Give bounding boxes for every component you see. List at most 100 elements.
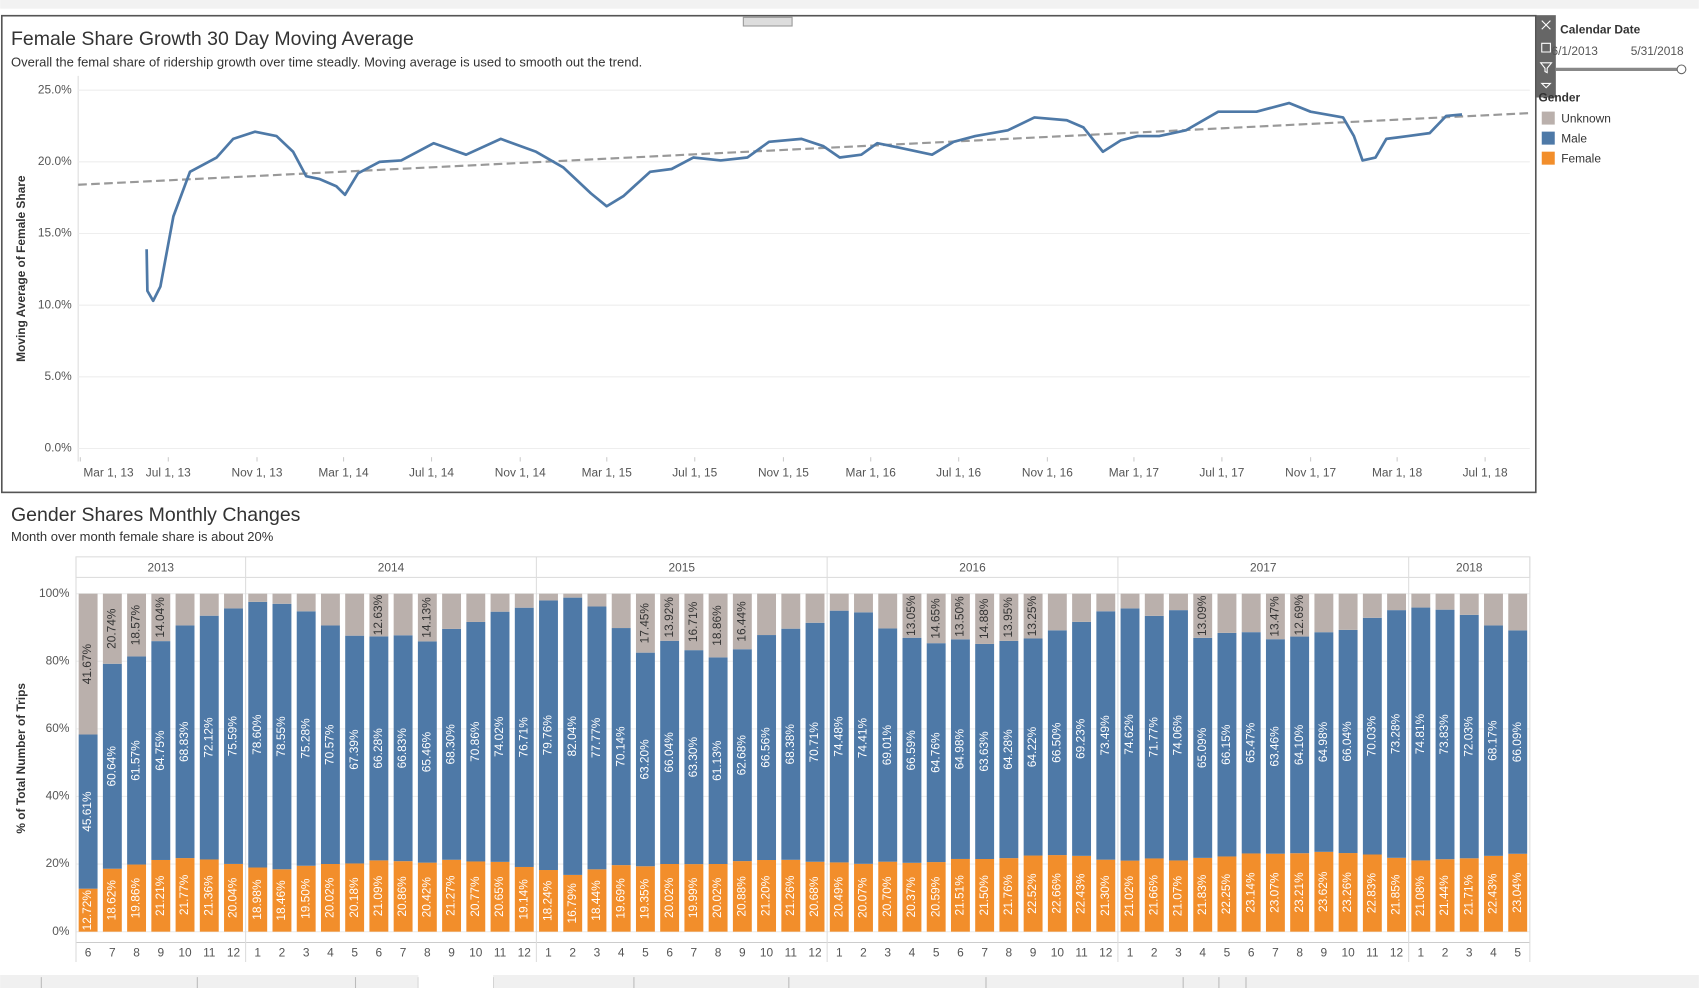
x-tick-label: 8 [715, 945, 722, 959]
x-tick-label: 5 [1514, 945, 1521, 959]
bar-segment [1290, 636, 1310, 854]
value-label: 21.20% [759, 875, 773, 916]
value-label: 23.62% [1316, 871, 1330, 912]
bar-segment [539, 600, 558, 871]
y-axis-label: Moving Average of Female Share [14, 175, 28, 362]
x-tick-label: Nov 1, 13 [232, 466, 283, 480]
y-tick-label: 40% [46, 789, 70, 803]
bar-segment [1096, 859, 1116, 932]
x-tick-label: 3 [1466, 945, 1473, 959]
bar-segment [514, 593, 534, 608]
bar-segment [1411, 607, 1431, 861]
x-tick-label: 2 [279, 945, 286, 959]
value-label: 21.44% [1437, 875, 1451, 916]
value-label: 18.57% [129, 604, 143, 645]
value-label: 20.07% [856, 877, 870, 918]
bar-segment [345, 593, 365, 636]
slider-handle[interactable] [1676, 64, 1687, 75]
bar-segment [102, 663, 122, 869]
bar-segment [854, 593, 873, 613]
bar-segment [660, 640, 680, 864]
bar-segment [1047, 593, 1067, 631]
x-tick-label: 10 [1341, 945, 1355, 959]
y-tick-label: 60% [46, 721, 70, 735]
bar-segment [199, 859, 219, 932]
bar-segment [272, 593, 292, 604]
bar-segment [732, 649, 752, 862]
value-label: 23.26% [1340, 872, 1354, 913]
value-label: 62.68% [734, 735, 748, 776]
bar-segment [1023, 855, 1043, 932]
value-label: 74.06% [1171, 715, 1185, 756]
bar-segment [1072, 855, 1092, 932]
bar-segment [854, 863, 873, 932]
bar-segment [708, 863, 728, 932]
bar-segment [490, 593, 510, 612]
x-tick-label: Jul 1, 15 [672, 466, 717, 480]
x-tick-label: Jul 1, 17 [1199, 466, 1244, 480]
x-tick-label: Jul 1, 18 [1463, 466, 1508, 480]
year-label: 2016 [959, 560, 986, 574]
selected-zone-border [0, 14, 1537, 494]
zone-toolbar[interactable] [1536, 15, 1556, 98]
bar-segment [587, 606, 607, 870]
bar-segment [102, 868, 122, 932]
bar-segment [1120, 593, 1140, 609]
value-label: 21.71% [1461, 874, 1475, 915]
value-label: 17.45% [638, 603, 652, 644]
value-label: 13.25% [1025, 595, 1039, 636]
x-tick-label: Nov 1, 15 [758, 466, 809, 480]
bar-segment [975, 858, 995, 932]
x-tick-label: 6 [376, 945, 383, 959]
x-tick-label: 2 [569, 945, 576, 959]
value-label: 13.09% [1195, 595, 1209, 636]
x-tick-label: 8 [1296, 945, 1303, 959]
bar-segment [369, 860, 389, 932]
value-label: 73.28% [1389, 713, 1403, 754]
value-label: 21.83% [1195, 874, 1209, 915]
bar-segment [999, 858, 1019, 932]
x-tick-label: 4 [909, 945, 916, 959]
bar-segment [1096, 611, 1116, 860]
bar-segment [393, 861, 413, 932]
bar-segment [369, 593, 389, 637]
x-tick-label: 10 [1051, 945, 1065, 959]
bar-segment [127, 864, 147, 932]
bar-segment [345, 863, 365, 932]
sheet-tabs [0, 975, 1699, 988]
bar-segment [1338, 593, 1358, 630]
bar-segment [950, 858, 970, 932]
x-tick-label: 4 [1199, 945, 1206, 959]
bar-segment [151, 593, 171, 642]
legend-label: Unknown [1561, 111, 1611, 125]
bar-segment [1193, 857, 1213, 932]
x-tick-label: 12 [808, 945, 822, 959]
active-tab[interactable] [418, 975, 494, 988]
bar-segment [829, 862, 849, 932]
bar-segment [878, 628, 898, 862]
x-tick-label: 10 [178, 945, 192, 959]
value-label: 65.09% [1195, 727, 1209, 768]
x-tick-label: 2 [1442, 945, 1449, 959]
value-label: 20.70% [880, 876, 894, 917]
value-label: 22.66% [1049, 873, 1063, 914]
x-tick-label: 7 [691, 945, 698, 959]
value-label: 22.43% [1074, 873, 1088, 914]
bar-segment [1484, 593, 1503, 626]
bar-segment [1072, 593, 1092, 622]
y-tick-label: 5.0% [45, 369, 73, 383]
bar-segment [1484, 625, 1503, 856]
bar-segment [1193, 593, 1213, 638]
year-label: 2018 [1456, 560, 1483, 574]
bar-segment [781, 628, 801, 860]
bar-segment [490, 611, 510, 862]
x-tick-label: Nov 1, 14 [495, 466, 546, 480]
bar-segment [1047, 855, 1067, 932]
bar-segment [320, 863, 340, 932]
bar-segment [151, 859, 171, 932]
line-chart: 0.0% 5.0% 10.0% 15.0% 20.0% 25.0% Mar 1, 13 Jul… [38, 75, 1530, 480]
drag-handle[interactable] [742, 16, 793, 27]
value-label: 18.46% [274, 880, 288, 921]
bar-segment [1241, 593, 1261, 633]
